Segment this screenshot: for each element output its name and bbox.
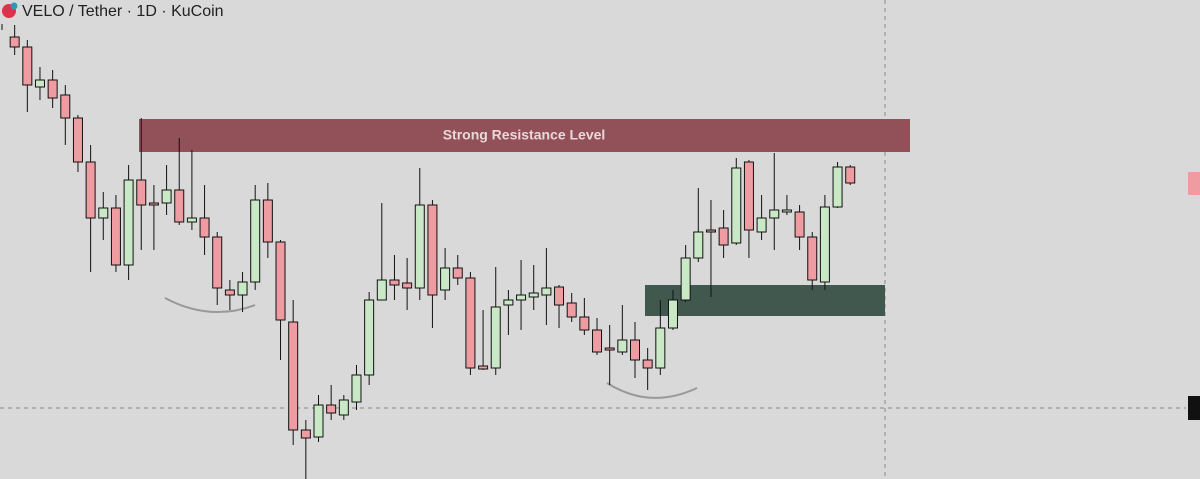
candle-body [174, 189, 185, 223]
candle-body [237, 281, 248, 296]
candle-body [313, 404, 324, 438]
candle-body [503, 299, 514, 306]
candle-body [465, 277, 476, 369]
chart-title: VELO / Tether · 1D · KuCoin [22, 3, 224, 20]
candle-body [161, 189, 172, 204]
candle-body [34, 79, 45, 88]
candle-body [743, 161, 754, 231]
candle-body [110, 207, 121, 266]
candle-body [769, 209, 780, 219]
candle-body [667, 299, 678, 329]
candle-body [338, 399, 349, 416]
candle-body [262, 199, 273, 243]
candle-body [22, 46, 33, 86]
candle-body [819, 206, 830, 283]
candle-body [566, 302, 577, 318]
title-background [0, 0, 240, 24]
candle-body [72, 117, 83, 163]
candle-body [807, 236, 818, 281]
curve-drawing [164, 297, 256, 314]
candle-body [199, 217, 210, 238]
candle-body [680, 257, 691, 301]
candle-body [718, 227, 729, 246]
candle-body [148, 202, 159, 206]
candle-body [123, 179, 134, 266]
candle-body [364, 299, 375, 376]
symbol-icon-badge [10, 2, 18, 10]
candles [0, 0, 856, 479]
candle-body [604, 347, 615, 351]
candle-body [250, 199, 261, 283]
curve-drawing [606, 382, 698, 399]
candle-body [794, 211, 805, 238]
candle-body [756, 217, 767, 233]
candle-body [427, 204, 438, 296]
candle-body [832, 166, 843, 208]
candle-body [47, 79, 58, 99]
candle-body [288, 321, 299, 431]
candle-body [705, 229, 716, 233]
candle-body [490, 306, 501, 369]
candle-body [224, 289, 235, 296]
crosshair-marker [1188, 396, 1200, 420]
candle-body [85, 161, 96, 219]
candle-body [731, 167, 742, 244]
candle-body [186, 217, 197, 223]
candle-body [655, 327, 666, 369]
candle-body [275, 241, 286, 321]
candle-body [617, 339, 628, 353]
candle-body [592, 329, 603, 353]
candle-body [300, 429, 311, 439]
candle-body [554, 286, 565, 306]
candle-body [389, 279, 400, 286]
candle-body [376, 279, 387, 301]
candle-body [351, 374, 362, 403]
candle-body [440, 267, 451, 291]
candle-body [528, 292, 539, 298]
candle-body [136, 179, 147, 206]
candle-body [541, 287, 552, 296]
candle-body [402, 282, 413, 289]
candle-body [693, 231, 704, 259]
candle-body [579, 316, 590, 331]
candle-body [630, 339, 640, 361]
candle-body [781, 209, 792, 213]
candle-body [478, 365, 489, 370]
candle-body [98, 207, 109, 219]
candle-body [9, 36, 20, 48]
price-marker [1188, 172, 1200, 195]
candle-body [642, 359, 653, 369]
candle-body [452, 267, 463, 279]
candle-body [414, 204, 425, 289]
resistance-zone [139, 119, 910, 152]
candle-body [60, 94, 71, 119]
candle-body [326, 404, 337, 414]
candle-body [212, 236, 223, 289]
candle-body [516, 294, 527, 301]
resistance-label: Strong Resistance Level [443, 127, 606, 143]
candle-body [845, 166, 856, 184]
